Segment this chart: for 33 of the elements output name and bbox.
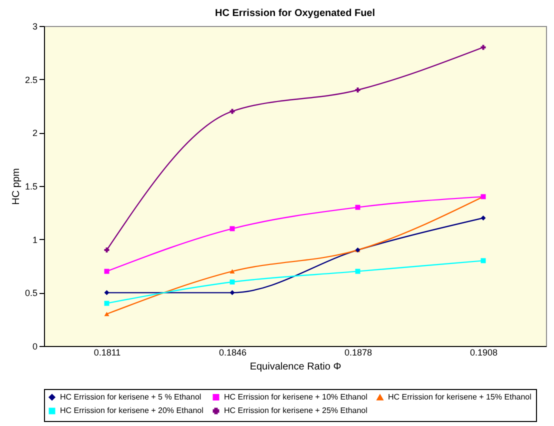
y-tick-label: 3 [32,22,38,32]
point [104,300,110,306]
x-tick-label: 0.1811 [94,348,121,358]
point [230,226,235,232]
point [230,280,235,284]
y-tick-label: 1.5 [24,182,38,192]
point [355,204,360,210]
legend-label: HC Errission for kerisene + 25% Ethanol [224,406,368,415]
chart-title: HC Errission for Oxygenated Fuel [214,8,376,19]
x-axis-title: Equivalence Ratio Φ [250,362,342,372]
point [230,290,235,296]
y-axis-title: HC ppm [10,168,22,205]
point [230,108,235,114]
point [104,290,110,296]
point [480,258,486,264]
x-tick-label: 0.1846 [218,348,247,358]
y-tick-label: 2 [32,128,38,138]
legend-label: HC Errission for kerisene + 20% Ethanol [60,406,204,415]
legend-label: HC Errission for kerisene + 15% Ethanol [388,392,532,402]
point [355,88,360,92]
point [104,248,110,252]
point [480,44,486,50]
point [104,268,110,274]
legend-label: HC Errission for kerisene + 5 % Ethanol [60,392,202,402]
y-tick-label: 0 [32,342,38,352]
y-tick-label: 2.5 [24,74,38,85]
point [355,268,360,274]
x-tick-label: 0.1878 [344,348,372,358]
y-tick-label: 1 [32,234,38,245]
point [480,216,486,220]
y-tick-label: 0.5 [24,288,38,298]
x-tick-label: 0.1908 [470,348,498,358]
legend-label: HC Errission for kerisene + 10% Ethanol [224,392,368,402]
